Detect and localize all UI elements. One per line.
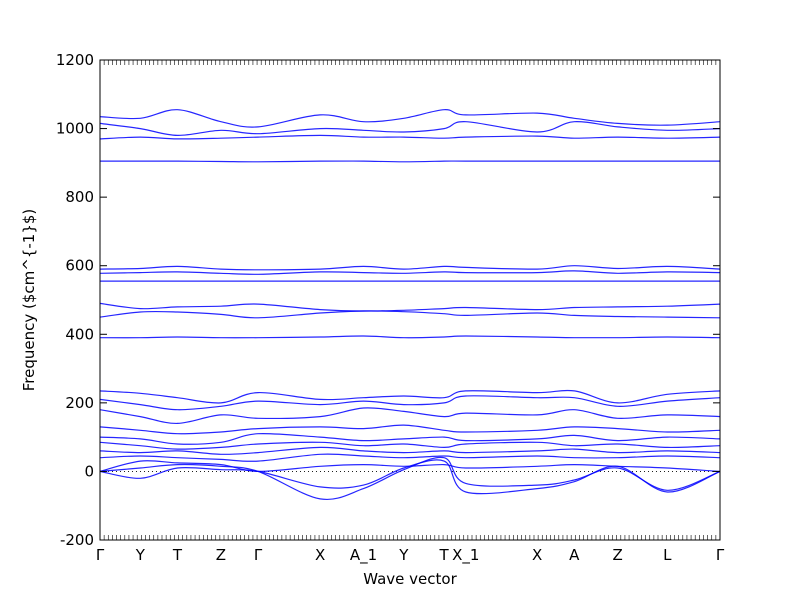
band-line-11 xyxy=(99,389,721,404)
x-tick-label: T xyxy=(439,546,450,564)
plot-frame xyxy=(99,59,721,541)
x-tick-label: Γ xyxy=(96,546,105,564)
band-line-14 xyxy=(99,424,721,435)
band-line-5 xyxy=(99,265,721,271)
y-tick-label: 600 xyxy=(65,257,94,275)
band-line-13 xyxy=(99,407,721,425)
x-tick-label: T xyxy=(172,546,183,564)
y-tick-label: 800 xyxy=(65,188,94,206)
x-tick-label: L xyxy=(663,546,672,564)
band-line-21 xyxy=(99,456,721,501)
y-tick-label: 0 xyxy=(84,462,94,480)
y-tick-label: -200 xyxy=(60,531,94,549)
x-axis-title: Wave vector xyxy=(363,570,457,588)
x-tick-label: Y xyxy=(398,546,409,564)
x-tick-label: A_1 xyxy=(350,546,377,565)
x-tick-label: X_1 xyxy=(452,546,479,565)
band-line-9 xyxy=(99,310,721,319)
band-line-1 xyxy=(99,109,721,128)
band-line-12 xyxy=(99,395,721,411)
band-line-4 xyxy=(100,160,720,163)
y-tick-label: 200 xyxy=(65,394,94,412)
band-line-6 xyxy=(99,270,721,275)
y-tick-label: 400 xyxy=(65,325,94,343)
y-axis-title: Frequency ($cm^{-1}$) xyxy=(20,209,38,392)
band-line-15 xyxy=(99,432,721,445)
y-tick-label: 1200 xyxy=(56,51,94,69)
band-line-2 xyxy=(99,121,721,137)
band-line-17 xyxy=(99,446,721,455)
x-tick-label: Z xyxy=(216,546,226,564)
x-tick-label: Y xyxy=(135,546,146,564)
x-tick-label: Z xyxy=(613,546,623,564)
x-tick-label: X xyxy=(532,546,542,564)
x-tick-label: X xyxy=(315,546,325,564)
band-line-10 xyxy=(99,335,721,339)
band-line-20 xyxy=(99,459,721,495)
y-tick-label: 1000 xyxy=(56,120,94,138)
band-line-16 xyxy=(99,441,721,450)
band-line-19 xyxy=(99,460,721,473)
x-tick-label: Γ xyxy=(716,546,725,564)
band-line-18 xyxy=(99,453,721,462)
band-line-8 xyxy=(99,302,721,312)
x-tick-label: A xyxy=(569,546,580,564)
band-line-3 xyxy=(99,134,721,140)
plot-area xyxy=(100,60,720,540)
x-tick-label: Γ xyxy=(254,546,263,564)
